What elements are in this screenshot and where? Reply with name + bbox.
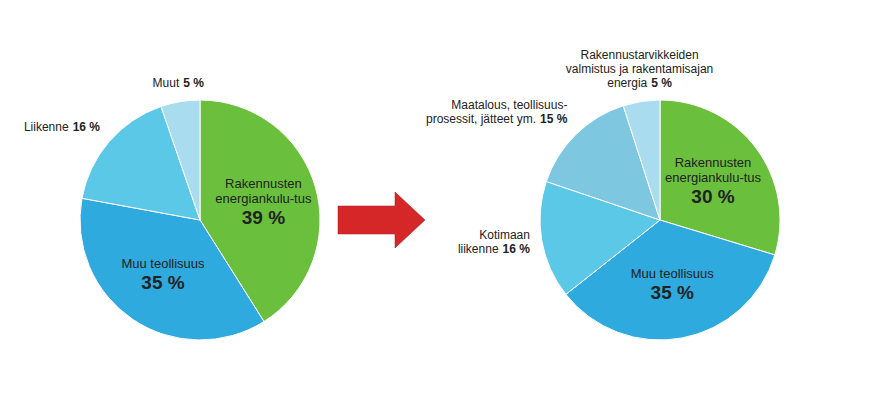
category-label: Muut bbox=[153, 76, 180, 90]
category-label: energiankulu-tus bbox=[215, 191, 312, 206]
labels: Rakennustenenergiankulu-tus30 % Muu teoll… bbox=[426, 48, 762, 304]
value-label: 15 % bbox=[540, 112, 568, 126]
slice-label: Rakennustarvikkeidenvalmistus ja rakenta… bbox=[566, 48, 713, 90]
category-label: Rakennusten bbox=[225, 176, 302, 191]
category-label: valmistus ja rakentamisajan bbox=[566, 62, 713, 76]
category-label: energiankulu-tus bbox=[665, 170, 762, 185]
value-label: 16 % bbox=[503, 242, 531, 256]
category-label: energia bbox=[607, 76, 647, 90]
slice-label: Rakennustenenergiankulu-tus30 % bbox=[665, 155, 762, 207]
value-label: 5 % bbox=[183, 76, 204, 90]
value-label: 30 % bbox=[691, 186, 734, 207]
value-label: 39 % bbox=[242, 207, 285, 228]
pie-slice bbox=[80, 198, 264, 340]
pie-slice bbox=[161, 100, 200, 220]
category-label: Liikenne bbox=[24, 120, 69, 134]
value-label: 16 % bbox=[73, 120, 101, 134]
slice-label: Rakennustenenergiankulu-tus39 % bbox=[215, 176, 312, 228]
category-label: Kotimaan bbox=[479, 228, 530, 242]
value-label: 5 % bbox=[651, 76, 672, 90]
slice-label: Maatalous, teollisuus-prosessit, jätteet… bbox=[426, 98, 568, 126]
slices bbox=[540, 100, 780, 340]
slices bbox=[80, 100, 320, 340]
category-label: Muu teollisuus bbox=[631, 266, 715, 281]
slice-label: Kotimaanliikenne 16 % bbox=[458, 228, 530, 256]
category-label: prosessit, jätteet ym. bbox=[426, 112, 536, 126]
arrow bbox=[338, 192, 425, 248]
slice-label: Liikenne 16 % bbox=[24, 120, 100, 134]
labels: Rakennustenenergiankulu-tus39 % Muu teoll… bbox=[24, 76, 312, 293]
category-label: liikenne bbox=[458, 242, 499, 256]
value-label: 35 % bbox=[141, 272, 184, 293]
category-label: Rakennusten bbox=[675, 155, 752, 170]
slice-label: Muu teollisuus35 % bbox=[121, 256, 205, 293]
category-label: Maatalous, teollisuus- bbox=[451, 98, 567, 112]
slice-label: Muu teollisuus35 % bbox=[631, 266, 715, 303]
value-label: 35 % bbox=[651, 282, 694, 303]
slice-label: Muut5 % bbox=[153, 76, 205, 90]
category-label: Muu teollisuus bbox=[121, 256, 205, 271]
pie: Rakennustenenergiankulu-tus39 % Muu teoll… bbox=[24, 76, 320, 340]
pie: Rakennustenenergiankulu-tus30 % Muu teoll… bbox=[426, 48, 780, 340]
category-label: Rakennustarvikkeiden bbox=[581, 48, 699, 62]
chart: Rakennustenenergiankulu-tus39 %Muu teoll… bbox=[0, 0, 880, 413]
pie-slice bbox=[623, 100, 660, 220]
